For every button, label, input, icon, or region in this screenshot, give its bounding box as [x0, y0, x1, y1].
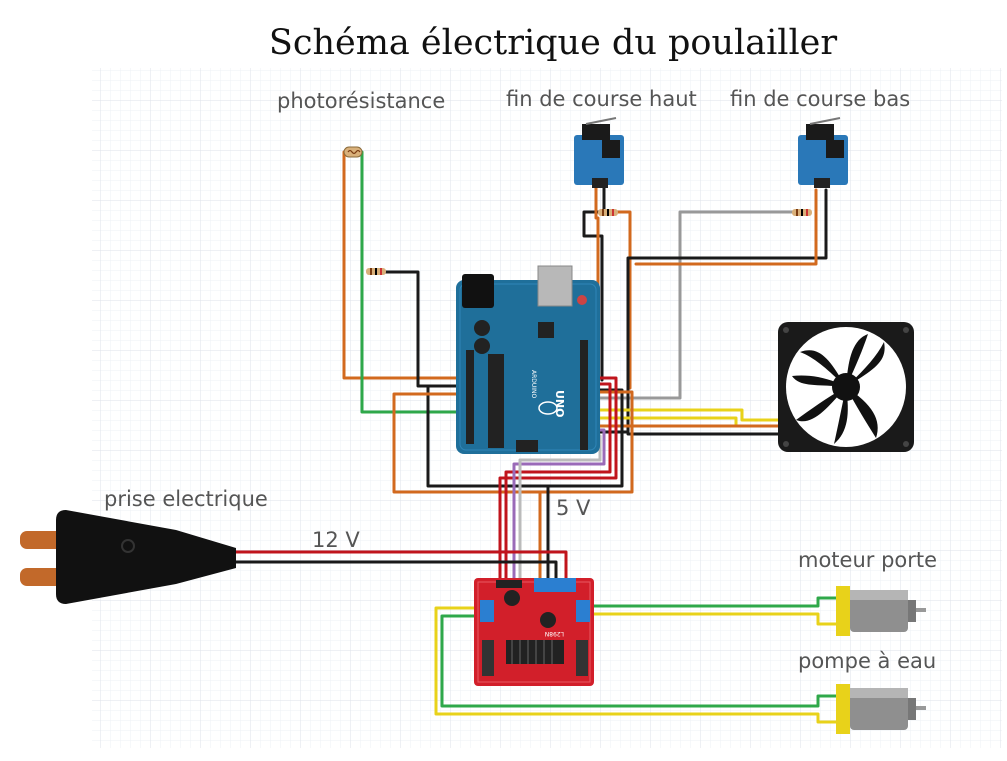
- diagram-title: Schéma électrique du poulailler: [269, 23, 837, 63]
- power-plug: [20, 510, 236, 604]
- limit-switch-haut: [574, 117, 624, 188]
- wire-red-2: [504, 382, 612, 580]
- wire-12v-red: [234, 550, 568, 580]
- resistor-photo: [366, 268, 386, 275]
- cooling-fan: [778, 322, 914, 452]
- label-5v: 5 V: [556, 496, 591, 520]
- label-photoresistance: photorésistance: [277, 89, 445, 113]
- wire-pompe-yellow: [434, 606, 838, 724]
- wire-switch-haut-black: [582, 186, 606, 382]
- wire-pompe-green: [440, 614, 838, 708]
- wire-12v-black: [234, 560, 558, 580]
- wire-fan-yellow-1: [586, 408, 782, 422]
- arduino-brand-text: ARDUINO: [530, 370, 537, 399]
- label-prise-electrique: prise electrique: [104, 487, 268, 511]
- arduino-uno-board: UNO ARDUINO: [456, 265, 600, 454]
- wire-switch-haut-res: [612, 210, 632, 390]
- label-fin-course-bas: fin de course bas: [730, 87, 910, 111]
- wire-switch-bas-gray: [586, 210, 794, 400]
- driver-chip-label: L298N: [545, 630, 564, 637]
- label-fin-course-haut: fin de course haut: [506, 87, 697, 111]
- label-pompe-eau: pompe à eau: [798, 649, 936, 673]
- wires: [234, 150, 838, 724]
- resistor-switch-haut: [598, 209, 618, 216]
- wire-motor-porte-green: [590, 596, 838, 608]
- wire-motor-porte-yellow: [590, 612, 838, 626]
- wire-switch-bas-orange: [634, 188, 818, 266]
- wire-red-1: [498, 376, 618, 580]
- arduino-uno-text: UNO: [553, 390, 566, 418]
- label-12v: 12 V: [312, 528, 360, 552]
- limit-switch-bas: [798, 117, 848, 188]
- label-moteur-porte: moteur porte: [798, 548, 937, 572]
- motor-pompe: [836, 684, 926, 734]
- photoresistor: [343, 146, 363, 158]
- motor-porte: [836, 586, 926, 636]
- resistor-switch-bas: [792, 209, 812, 216]
- wire-photo-green: [360, 150, 472, 414]
- l298n-motor-driver: L298N: [474, 578, 594, 686]
